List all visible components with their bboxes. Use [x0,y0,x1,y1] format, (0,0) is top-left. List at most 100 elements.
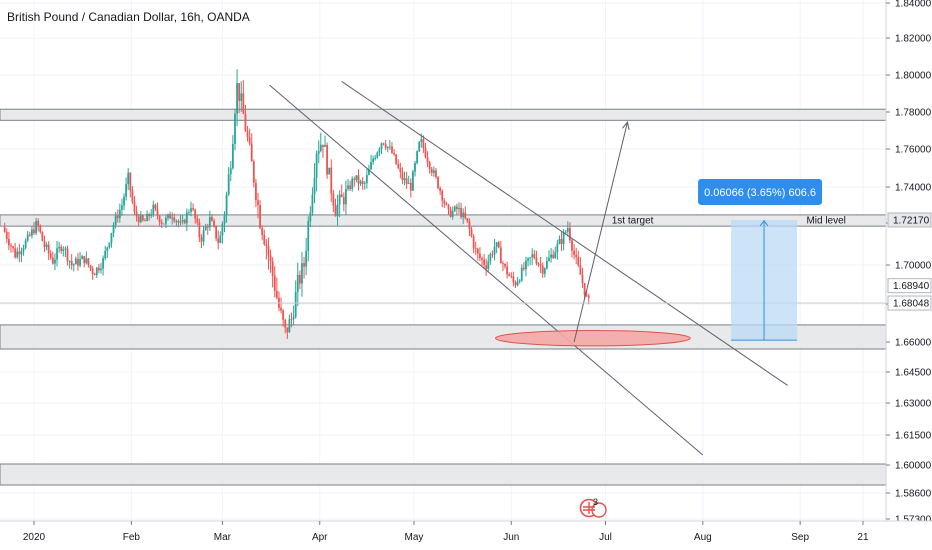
candle-body [476,248,479,254]
candle-body [12,246,14,249]
candle-body [560,238,563,245]
candle-body [351,178,354,189]
candle-body [296,275,299,293]
candle-body [566,228,569,232]
price-axis-bg [886,0,932,521]
candle-body [458,207,460,210]
candle-body [139,215,142,223]
candle-body [522,267,525,270]
candle-body [338,194,341,205]
price-labels: 1.72170 1.68940 1.68048 [887,212,932,311]
price-label: 1.68048 [893,299,930,310]
candle-body [133,201,136,212]
candle-body [171,217,174,219]
candle-body [284,319,287,328]
candle-body [493,246,496,255]
measure-label-bg [698,178,823,205]
candle-body [242,93,245,114]
candle-body [294,292,297,318]
candle-body [33,229,35,234]
candle-body [347,185,349,190]
candle-body [175,221,178,222]
time-tick-label: Aug [694,532,712,543]
candle-body [353,178,356,180]
price-tick-label: 1.60000 [895,461,932,472]
candle-body [332,193,335,206]
candle-body [275,290,278,298]
target-ellipse [495,330,691,347]
price-tick-label: 1.78000 [895,108,932,119]
candle-body [188,211,190,213]
candle-body [382,143,385,145]
candle-body [527,258,529,261]
candle-body [569,228,571,241]
candle-body [361,181,364,184]
candle-body [231,144,234,169]
candle-body [154,204,157,209]
svg-text:3: 3 [593,497,598,507]
candle-body [102,258,104,269]
candle-body [405,178,408,184]
candle-body [562,232,565,245]
time-axis[interactable]: 2020 Feb Mar Apr May Jun Jul Aug Sep 21 [0,520,932,550]
candle-body [298,275,301,284]
candle-body [424,148,427,158]
candle-body [313,177,316,195]
candle-body [556,243,559,253]
candle-body [146,213,148,222]
candle-body [357,175,360,184]
candle-body [443,200,446,204]
candle-body [137,216,140,223]
candle-body [16,251,19,258]
annotation-label: 1st target [612,215,654,226]
candle-body [401,171,404,180]
candle-body [345,189,347,205]
candle-body [539,264,542,266]
candle-body [66,248,69,261]
candle-body [20,251,23,255]
candle-body [391,146,393,153]
time-tick-label: Apr [312,532,328,543]
candle-body [89,265,92,269]
candle-body [22,248,25,252]
candle-body [263,235,266,245]
candle-body [479,253,481,258]
candle-body [409,182,412,191]
candle-body [219,235,222,243]
candle-body [581,274,584,284]
candle-body [550,254,552,258]
candle-body [349,185,352,189]
candle-body [72,264,75,266]
price-tick-label: 1.82000 [895,34,932,45]
candle-body [575,254,578,257]
candle-body [495,242,498,247]
candle-body [125,184,128,197]
candle-body [537,263,540,265]
candle-body [215,225,218,239]
price-label-bg [887,295,932,311]
measure-arrow [759,220,769,227]
price-tick-label: 1.63000 [895,399,932,410]
zone [0,463,887,486]
candle-body [282,310,285,320]
candle-body [39,225,42,232]
candle-body [328,167,331,175]
candle-body [520,267,523,281]
candle-body [376,152,379,158]
candle-body [49,253,52,258]
candle-body [510,275,513,277]
candle-body [497,242,500,248]
price-axis[interactable]: 1.84000 1.82000 1.80000 1.78000 1.76000 1.740… [885,0,932,526]
candle-body [183,220,186,224]
candle-body [529,257,532,259]
candle-body [79,259,81,266]
candle-body [319,144,322,151]
candle-body [577,256,580,266]
logo-icon: 3 [579,497,607,518]
price-tick-label: 1.64500 [895,368,932,379]
candle-body [221,223,224,236]
candle-body [370,161,372,170]
candle-body [211,217,213,221]
candle-body [388,146,391,148]
